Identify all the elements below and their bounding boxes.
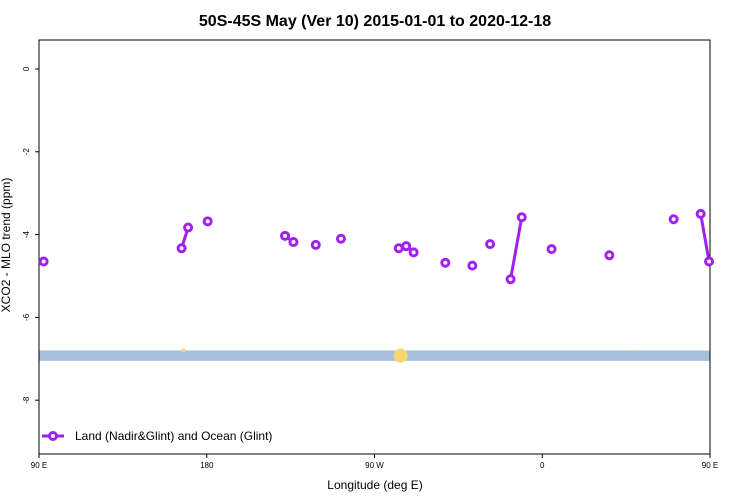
series-layer xyxy=(38,208,715,285)
data-point-0-11-0 xyxy=(546,244,557,255)
data-point-0-10-0 xyxy=(505,274,516,285)
data-point-0-3-0 xyxy=(280,230,291,241)
data-point-0-13-0 xyxy=(668,214,679,225)
legend-label: Land (Nadir&Glint) and Ocean (Glint) xyxy=(75,429,272,443)
data-point-0-12-0 xyxy=(604,250,615,261)
data-point-0-9-0 xyxy=(485,239,496,250)
x-tick-label-3: 0 xyxy=(540,461,545,470)
x-tick-label-2: 90 W xyxy=(365,461,384,470)
chart-title: 50S-45S May (Ver 10) 2015-01-01 to 2020-… xyxy=(199,13,551,30)
y-axis-label: XCO2 - MLO trend (ppm) xyxy=(0,178,13,313)
data-point-0-5-0 xyxy=(335,233,346,244)
data-point-0-6-2 xyxy=(408,247,419,258)
data-point-0-1-1 xyxy=(183,222,194,233)
data-point-0-3-1 xyxy=(288,237,299,248)
data-point-0-7-0 xyxy=(440,257,451,268)
y-tick-label-2: -4 xyxy=(22,230,31,238)
y-axis-ticks: 0 -2 -4 -6 -8 xyxy=(22,66,39,404)
series-line-0-14 xyxy=(699,213,711,262)
sample-marker-1 xyxy=(393,348,408,363)
y-tick-label-1: -2 xyxy=(22,148,31,156)
data-point-0-6-1 xyxy=(401,241,412,252)
sample-band xyxy=(39,350,710,361)
x-tick-label-1: 180 xyxy=(200,461,214,470)
y-tick-label-3: -6 xyxy=(22,313,31,321)
y-tick-label-0: 0 xyxy=(22,66,31,71)
data-point-0-4-0 xyxy=(310,239,321,250)
x-tick-label-4: 90 E xyxy=(702,461,718,470)
legend-marker-swatch xyxy=(48,431,58,441)
x-axis-ticks: 90 E 180 90 W 0 90 E xyxy=(31,454,718,470)
data-point-0-14-0 xyxy=(695,208,706,219)
data-point-0-0-0 xyxy=(38,256,49,267)
y-tick-label-4: -8 xyxy=(22,396,31,404)
x-tick-label-0: 90 E xyxy=(31,461,47,470)
data-point-0-1-0 xyxy=(176,243,187,254)
data-point-0-10-1 xyxy=(516,212,527,223)
data-point-0-2-0 xyxy=(202,216,213,227)
legend: Land (Nadir&Glint) and Ocean (Glint) xyxy=(42,429,272,443)
plot-frame xyxy=(38,39,711,455)
axes xyxy=(38,39,711,455)
data-point-0-6-0 xyxy=(393,243,404,254)
x-axis-label: Longitude (deg E) xyxy=(327,478,422,492)
data-point-0-14-1 xyxy=(704,256,715,267)
series-line-0-10 xyxy=(509,216,524,280)
data-point-0-8-0 xyxy=(467,260,478,271)
sample-band-layer xyxy=(39,348,710,363)
sample-marker-2 xyxy=(634,349,637,352)
sample-marker-0 xyxy=(181,348,186,353)
